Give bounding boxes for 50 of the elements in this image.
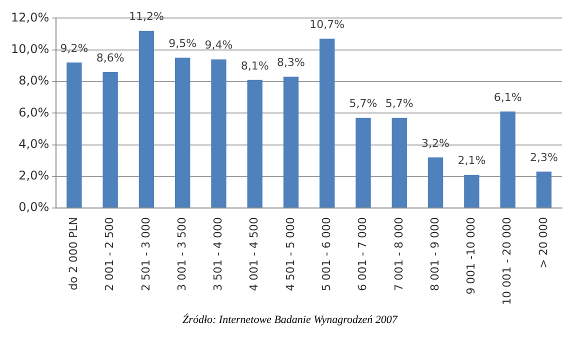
- data-label: 2,3%: [530, 151, 558, 164]
- bar: [175, 58, 190, 208]
- y-tick-label: 8,0%: [18, 74, 50, 88]
- data-label: 9,5%: [168, 37, 197, 50]
- y-tick-label: 10,0%: [10, 42, 50, 56]
- bar: [500, 112, 516, 208]
- bar: [211, 59, 226, 208]
- data-label: 5,7%: [349, 97, 378, 110]
- y-tick-label: 2,0%: [18, 168, 50, 183]
- bar: [283, 76, 299, 208]
- bar: [536, 172, 552, 208]
- bar: [66, 62, 82, 208]
- x-tick-label: 10 001 - 20 000: [500, 217, 514, 306]
- data-label: 2,1%: [458, 154, 486, 168]
- bar: [356, 118, 371, 208]
- data-label: 8,1%: [240, 59, 269, 72]
- bar: [428, 157, 444, 208]
- data-label: 8,6%: [96, 51, 124, 64]
- bar: [320, 38, 335, 208]
- y-tick-label: 12,0%: [10, 10, 50, 24]
- data-label: 9,2%: [60, 42, 88, 55]
- x-tick-label: 2 001 - 2 500: [103, 217, 116, 292]
- data-label: 6,1%: [494, 90, 522, 104]
- x-tick-label: 9 001 -10 000: [464, 217, 478, 295]
- x-tick-label: 3 501 - 4 000: [212, 217, 225, 292]
- data-label: 3,2%: [422, 136, 450, 150]
- x-tick-label: 7 001 - 8 000: [392, 217, 406, 292]
- data-label: 5,7%: [385, 97, 414, 110]
- x-tick-label: 5 001 - 6 000: [320, 217, 333, 292]
- bar: [138, 30, 154, 208]
- bar: [464, 174, 480, 208]
- x-tick-label: 3 001 - 3 500: [175, 217, 188, 292]
- bar: [392, 118, 407, 208]
- y-tick-label: 4,0%: [18, 136, 50, 151]
- bar: [102, 72, 118, 208]
- x-tick-label: 4 001 - 4 500: [248, 217, 261, 292]
- x-tick-label: > 20 000: [536, 217, 550, 268]
- x-tick-label: 2 501 - 3 000: [139, 217, 152, 292]
- x-tick-label: do 2 000 PLN: [67, 217, 80, 290]
- data-label: 9,4%: [204, 38, 233, 52]
- data-label: 8,3%: [277, 56, 305, 70]
- x-tick-label: 4 501 - 5 000: [284, 217, 297, 292]
- data-label: 10,7%: [310, 18, 345, 32]
- text: Źródło: Internetowe Badanie Wynagrodzeń 2007: [182, 314, 399, 326]
- y-tick-label: 6,0%: [18, 105, 50, 120]
- y-tick-label: 0,0%: [18, 200, 50, 214]
- x-tick-label: 8 001 - 9 000: [428, 217, 442, 292]
- data-label: 11,2%: [128, 10, 164, 24]
- x-tick-label: 6 001 - 7 000: [356, 217, 370, 292]
- bar: [247, 80, 262, 208]
